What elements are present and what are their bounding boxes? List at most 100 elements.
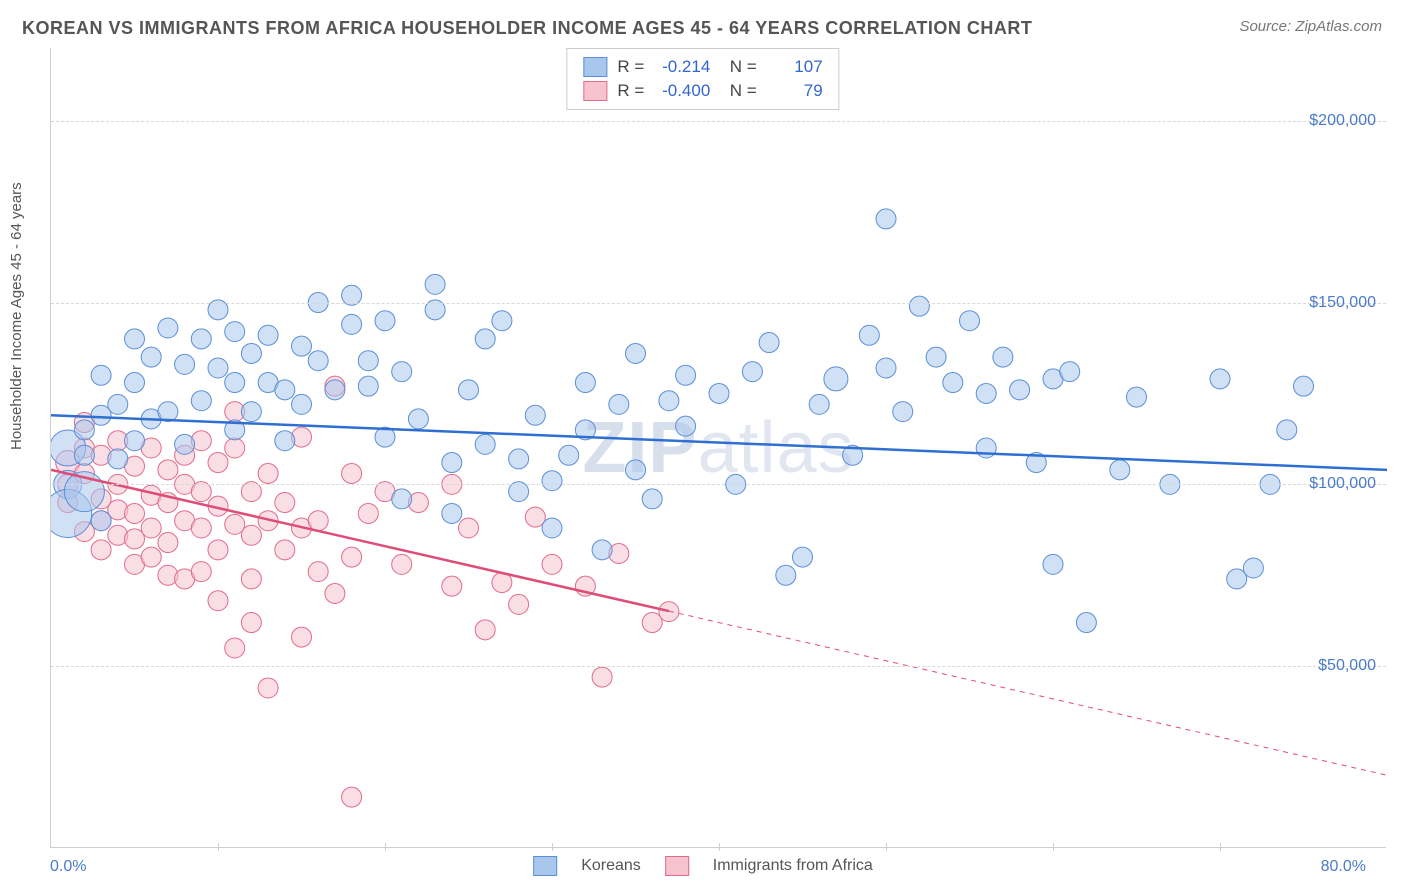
r-africa: -0.400 bbox=[654, 79, 710, 103]
y-tick-label: $150,000 bbox=[1309, 294, 1376, 312]
data-point bbox=[275, 431, 295, 451]
data-point bbox=[241, 569, 261, 589]
data-point bbox=[108, 449, 128, 469]
data-point bbox=[475, 620, 495, 640]
y-tick-label: $100,000 bbox=[1309, 475, 1376, 493]
data-point bbox=[859, 325, 879, 345]
data-point bbox=[392, 554, 412, 574]
data-point bbox=[358, 503, 378, 523]
chart-container: KOREAN VS IMMIGRANTS FROM AFRICA HOUSEHO… bbox=[0, 0, 1406, 892]
data-point bbox=[125, 503, 145, 523]
data-point bbox=[542, 471, 562, 491]
data-point bbox=[1210, 369, 1230, 389]
data-point bbox=[442, 503, 462, 523]
data-point bbox=[225, 322, 245, 342]
data-point bbox=[342, 314, 362, 334]
data-point bbox=[642, 489, 662, 509]
trend-line bbox=[669, 611, 1387, 775]
gridline-horizontal bbox=[51, 303, 1386, 304]
data-point bbox=[91, 540, 111, 560]
data-point bbox=[592, 540, 612, 560]
swatch-koreans-bottom bbox=[533, 856, 557, 876]
y-tick-label: $200,000 bbox=[1309, 112, 1376, 130]
data-point bbox=[275, 380, 295, 400]
data-point bbox=[241, 402, 261, 422]
data-point bbox=[559, 445, 579, 465]
data-point bbox=[976, 383, 996, 403]
data-point bbox=[141, 518, 161, 538]
data-point bbox=[292, 336, 312, 356]
data-point bbox=[475, 329, 495, 349]
x-axis-max-label: 80.0% bbox=[1321, 858, 1366, 876]
plot-area: ZIPatlas $50,000$100,000$150,000$200,000 bbox=[50, 48, 1386, 848]
data-point bbox=[609, 394, 629, 414]
data-point bbox=[542, 554, 562, 574]
data-point bbox=[659, 391, 679, 411]
x-tick bbox=[218, 843, 219, 851]
data-point bbox=[626, 460, 646, 480]
data-point bbox=[74, 420, 94, 440]
data-point bbox=[292, 394, 312, 414]
data-point bbox=[475, 434, 495, 454]
scatter-svg bbox=[51, 48, 1387, 848]
data-point bbox=[1010, 380, 1030, 400]
data-point bbox=[108, 394, 128, 414]
data-point bbox=[442, 453, 462, 473]
gridline-horizontal bbox=[51, 666, 1386, 667]
data-point bbox=[358, 351, 378, 371]
data-point bbox=[592, 667, 612, 687]
data-point bbox=[1277, 420, 1297, 440]
swatch-africa-bottom bbox=[665, 856, 689, 876]
data-point bbox=[876, 209, 896, 229]
data-point bbox=[492, 311, 512, 331]
legend-row-africa: R = -0.400 N = 79 bbox=[583, 79, 822, 103]
data-point bbox=[876, 358, 896, 378]
data-point bbox=[659, 602, 679, 622]
data-point bbox=[542, 518, 562, 538]
data-point bbox=[626, 343, 646, 363]
data-point bbox=[191, 518, 211, 538]
data-point bbox=[358, 376, 378, 396]
x-tick bbox=[1053, 843, 1054, 851]
data-point bbox=[509, 449, 529, 469]
x-tick bbox=[719, 843, 720, 851]
data-point bbox=[325, 583, 345, 603]
data-point bbox=[308, 511, 328, 531]
data-point bbox=[1294, 376, 1314, 396]
data-point bbox=[459, 518, 479, 538]
data-point bbox=[141, 547, 161, 567]
data-point bbox=[258, 463, 278, 483]
x-axis-min-label: 0.0% bbox=[50, 858, 86, 876]
series-label-africa: Immigrants from Africa bbox=[713, 857, 873, 875]
data-point bbox=[158, 460, 178, 480]
data-point bbox=[275, 493, 295, 513]
data-point bbox=[241, 343, 261, 363]
data-point bbox=[241, 525, 261, 545]
data-point bbox=[292, 627, 312, 647]
data-point bbox=[1076, 613, 1096, 633]
data-point bbox=[759, 333, 779, 353]
data-point bbox=[191, 562, 211, 582]
data-point bbox=[676, 365, 696, 385]
x-tick bbox=[886, 843, 887, 851]
data-point bbox=[91, 511, 111, 531]
trend-line bbox=[51, 415, 1387, 470]
data-point bbox=[1110, 460, 1130, 480]
y-tick-label: $50,000 bbox=[1318, 657, 1376, 675]
data-point bbox=[241, 613, 261, 633]
n-africa: 79 bbox=[767, 79, 823, 103]
y-axis-label: Householder Income Ages 45 - 64 years bbox=[8, 182, 25, 450]
source-attribution: Source: ZipAtlas.com bbox=[1239, 18, 1382, 35]
data-point bbox=[909, 296, 929, 316]
data-point bbox=[208, 540, 228, 560]
legend-row-koreans: R = -0.214 N = 107 bbox=[583, 55, 822, 79]
data-point bbox=[709, 383, 729, 403]
data-point bbox=[175, 354, 195, 374]
gridline-horizontal bbox=[51, 484, 1386, 485]
data-point bbox=[191, 329, 211, 349]
x-tick bbox=[385, 843, 386, 851]
data-point bbox=[676, 416, 696, 436]
data-point bbox=[392, 362, 412, 382]
r-koreans: -0.214 bbox=[654, 55, 710, 79]
data-point bbox=[342, 787, 362, 807]
